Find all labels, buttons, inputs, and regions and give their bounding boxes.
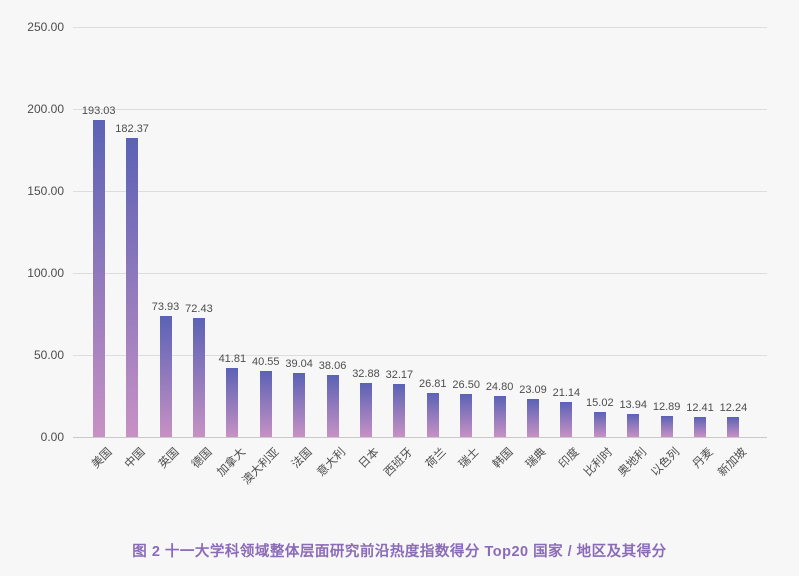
x-axis-label: 以色列: [649, 446, 683, 480]
bar-group: 15.02: [583, 27, 616, 437]
bar-value-label: 12.41: [686, 401, 714, 414]
bar-group: 13.94: [617, 27, 650, 437]
bar-group: 21.14: [550, 27, 583, 437]
bar-value-label: 40.55: [251, 355, 280, 368]
y-axis-tick-label: 0.00: [40, 430, 64, 444]
bar-value-label: 182.37: [115, 122, 149, 135]
y-axis-tick-label: 200.00: [27, 102, 64, 116]
bar-value-label: 24.80: [485, 381, 514, 394]
bar-group: 40.55: [249, 27, 282, 437]
bar: [493, 396, 506, 437]
x-axis-label: 瑞典: [523, 446, 549, 471]
gridline: [73, 355, 767, 356]
bar-value-label: 26.81: [419, 378, 447, 390]
x-axis-label: 比利时: [582, 446, 616, 480]
bar: [393, 384, 406, 437]
bar-group: 24.80: [483, 27, 516, 437]
bar: [126, 137, 139, 437]
bar-value-label: 73.93: [151, 300, 180, 313]
x-axis-label: 丹麦: [690, 446, 716, 471]
x-axis-label: 意大利: [315, 446, 349, 480]
bar-value-label: 38.06: [318, 359, 347, 372]
x-axis-label: 日本: [356, 446, 382, 471]
bar-group: 39.04: [282, 27, 315, 437]
bar: [192, 318, 205, 437]
x-axis-label: 美国: [89, 446, 115, 471]
x-axis-label: 荷兰: [423, 446, 449, 471]
bar-value-label: 12.24: [719, 401, 748, 414]
bar: [460, 393, 473, 437]
chart-title: 图 2 十一大学科领域整体层面研究前沿热度指数得分 Top20 国家 / 地区及…: [132, 544, 667, 560]
bar: [259, 370, 272, 437]
bar: [694, 416, 707, 437]
y-axis-tick-label: 50.00: [33, 348, 64, 362]
bar-group: 12.41: [683, 27, 716, 437]
x-axis-label: 中国: [122, 446, 148, 471]
x-axis-label: 奥地利: [615, 446, 649, 480]
bar: [627, 414, 640, 437]
bar-value-label: 21.14: [552, 387, 581, 400]
x-axis-label: 德国: [189, 446, 215, 471]
gridline: [73, 437, 767, 438]
bar-value-label: 12.89: [652, 400, 681, 413]
bar-value-label: 72.43: [185, 303, 213, 316]
bar-group: 72.43: [182, 27, 215, 437]
gridline: [73, 273, 767, 274]
gridline: [73, 191, 767, 192]
bar: [560, 402, 573, 437]
bar: [159, 315, 172, 437]
bar-group: 12.24: [717, 27, 750, 437]
y-axis-tick-label: 250.00: [27, 20, 64, 34]
bar-group: 73.93: [149, 27, 182, 437]
bar-group: 26.50: [449, 27, 482, 437]
x-axis-label: 英国: [156, 446, 182, 471]
x-axis-label: 韩国: [490, 446, 516, 471]
bar-value-label: 26.50: [452, 378, 480, 391]
bar-value-label: 193.03: [81, 105, 116, 118]
bar-value-label: 32.17: [385, 369, 414, 382]
bar: [660, 415, 673, 437]
bar: [92, 120, 105, 437]
bar-group: 182.37: [115, 27, 149, 437]
gridline: [73, 109, 767, 110]
bar: [326, 374, 339, 437]
bar: [426, 393, 439, 437]
x-axis-label: 瑞士: [456, 446, 482, 471]
x-axis-label: 印度: [557, 446, 582, 471]
bar-value-label: 41.81: [218, 353, 247, 366]
bar-group: 193.03: [81, 27, 116, 437]
bar-group: 41.81: [216, 27, 249, 437]
bars-row: 193.03 182.37 73.93 72.43 41.81 40.55 39.04 38.…: [82, 27, 750, 437]
bar-value-label: 39.04: [285, 358, 313, 370]
bar-group: 38.06: [316, 27, 349, 437]
bar: [593, 412, 606, 437]
bar: [226, 368, 239, 437]
bar: [727, 416, 740, 437]
bar: [526, 399, 539, 437]
bar-group: 23.09: [516, 27, 549, 437]
x-axis-label: 法国: [289, 446, 315, 471]
bar-value-label: 32.88: [352, 368, 380, 381]
bar-value-label: 23.09: [519, 384, 547, 397]
bar: [293, 373, 306, 437]
x-axis-label: 西班牙: [382, 446, 415, 480]
bar-group: 26.81: [416, 27, 449, 437]
y-axis-tick-label: 150.00: [27, 184, 64, 198]
bar-value-label: 13.94: [619, 399, 647, 412]
bar-group: 12.89: [650, 27, 683, 437]
y-axis-tick-label: 100.00: [27, 266, 64, 280]
bar-group: 32.17: [383, 27, 416, 437]
bar: [359, 383, 372, 437]
bar-group: 32.88: [349, 27, 382, 437]
x-axis-label: 新加坡: [716, 446, 749, 480]
gridline: [73, 27, 767, 28]
bar-value-label: 15.02: [586, 397, 614, 410]
